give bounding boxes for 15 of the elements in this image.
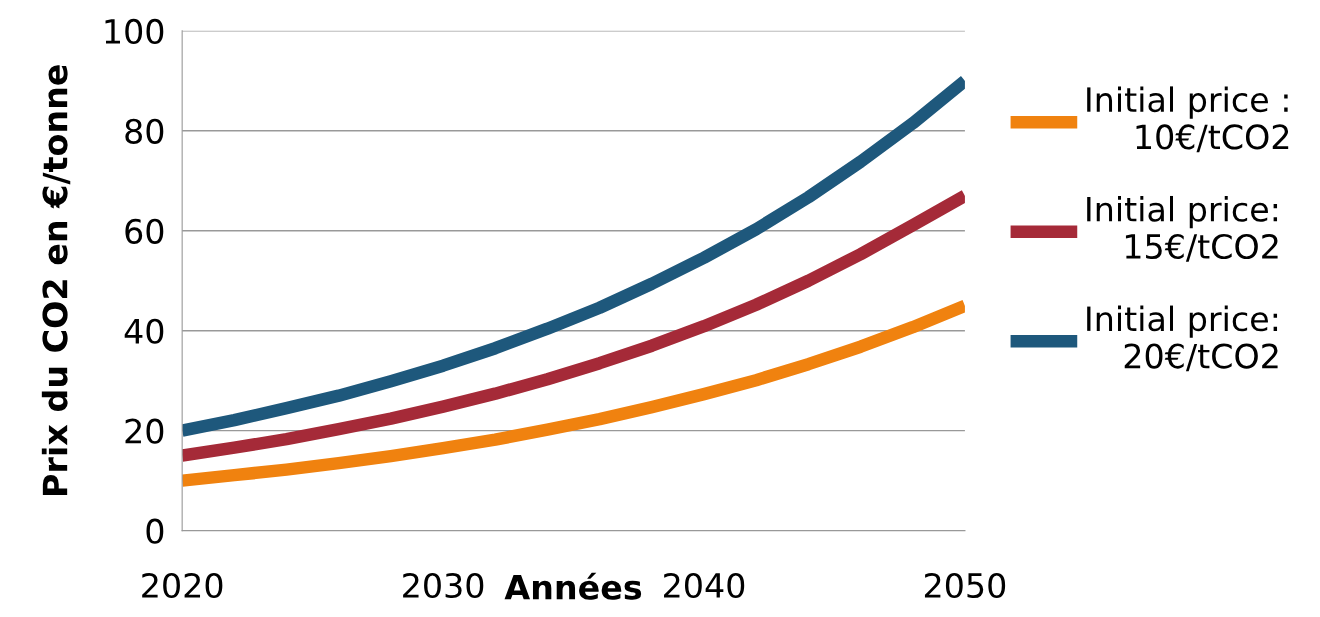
y-tick-label: 20: [125, 418, 164, 444]
x-tick-label: 2020: [142, 572, 223, 599]
legend-label: Initial price : 10€/tCO2: [1087, 86, 1289, 153]
x-axis-title: Années: [504, 572, 642, 600]
legend-label: Initial price: 15€/tCO2: [1087, 195, 1278, 262]
y-tick-label: 40: [124, 318, 164, 344]
y-tick-label: 100: [105, 18, 164, 44]
legend-label: Initial price: 20€/tCO2: [1087, 305, 1278, 372]
y-axis-title: Prix du CO2 en €/tonne: [41, 65, 71, 495]
y-tick-label: 80: [125, 118, 164, 144]
x-tick-label: 2030: [403, 572, 484, 599]
x-tick-label: 2040: [664, 572, 745, 599]
y-tick-label: 60: [125, 218, 164, 244]
y-tick-label: 0: [146, 518, 164, 544]
x-tick-label: 2050: [924, 572, 1006, 599]
